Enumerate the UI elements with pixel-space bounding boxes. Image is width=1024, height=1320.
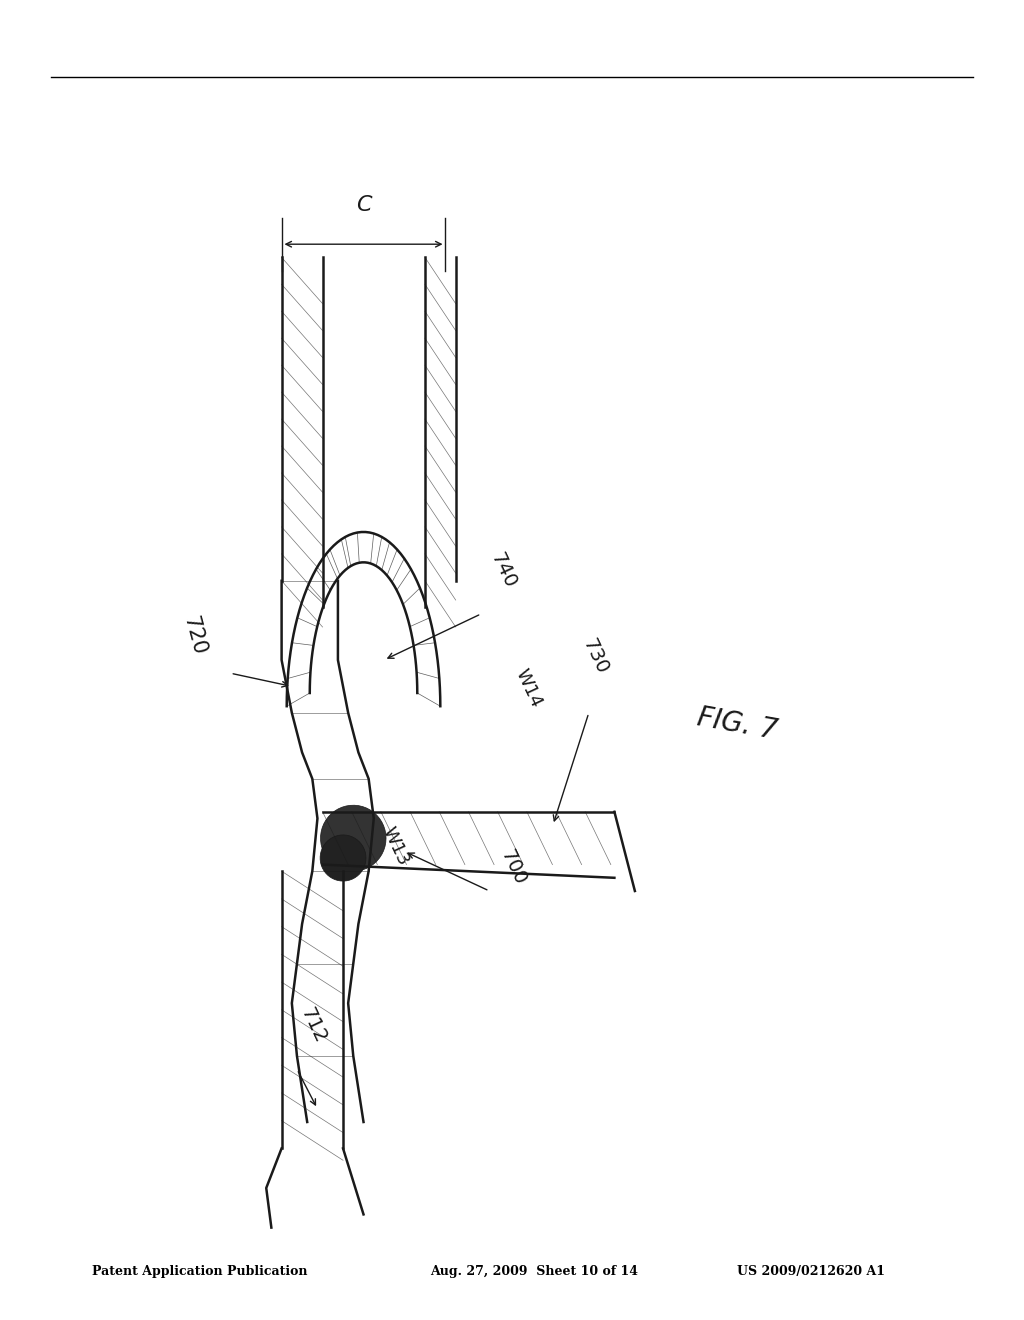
Text: 730: 730 — [579, 636, 611, 677]
Text: W13: W13 — [379, 824, 413, 869]
Text: 700: 700 — [497, 847, 529, 888]
Text: FIG. 7: FIG. 7 — [695, 704, 779, 746]
Text: 740: 740 — [486, 550, 519, 591]
Polygon shape — [321, 805, 386, 871]
Text: W14: W14 — [512, 665, 546, 710]
Text: US 2009/0212620 A1: US 2009/0212620 A1 — [737, 1265, 886, 1278]
Text: Patent Application Publication: Patent Application Publication — [92, 1265, 307, 1278]
Polygon shape — [321, 836, 366, 880]
Text: 712: 712 — [297, 1005, 330, 1047]
Text: Aug. 27, 2009  Sheet 10 of 14: Aug. 27, 2009 Sheet 10 of 14 — [430, 1265, 638, 1278]
Text: 720: 720 — [179, 614, 209, 657]
Text: C: C — [355, 194, 372, 215]
